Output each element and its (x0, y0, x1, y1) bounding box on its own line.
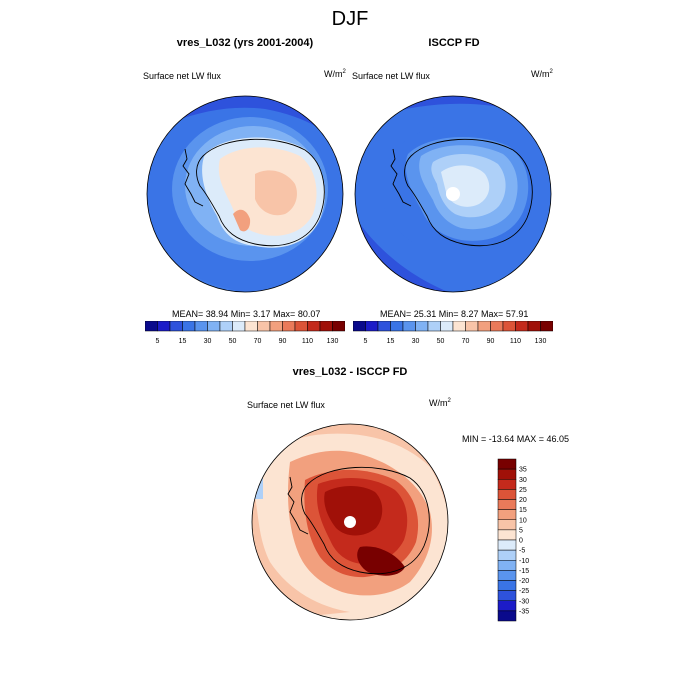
model-colorbar-swatch (157, 321, 171, 332)
obs-colorbar-swatch (415, 321, 429, 332)
model-colorbar-swatch (282, 321, 296, 332)
model-colorbar-tick-label: 130 (327, 338, 339, 345)
obs-colorbar-swatch (515, 321, 529, 332)
model-colorbar-swatch (269, 321, 283, 332)
diff-colorbar-swatch (497, 580, 517, 591)
model-colorbar-tick-label: 30 (204, 338, 212, 345)
obs-variable-label: Surface net LW flux (352, 71, 430, 81)
model-colorbar-tick-label: 15 (179, 338, 187, 345)
main-title: DJF (331, 8, 369, 30)
model-colorbar-swatch (294, 321, 308, 332)
obs-colorbar-tick-label: 130 (535, 338, 547, 345)
model-colorbar-swatch (182, 321, 196, 332)
diff-colorbar-tick-label: -30 (519, 598, 529, 605)
model-polar-map (146, 95, 344, 293)
model-colorbar: 5 15 30 50 70 90 110 130 (145, 321, 345, 345)
diff-colorbar-swatch (497, 519, 517, 531)
diff-panel-title: vres_L032 - ISCCP FD (292, 366, 408, 378)
model-colorbar-tick-label: 90 (279, 338, 287, 345)
obs-colorbar-swatch (365, 321, 379, 332)
diff-colorbar-swatch (497, 479, 517, 490)
diff-colorbar-swatch (497, 529, 517, 541)
model-colorbar-tick-label: 50 (229, 338, 237, 345)
obs-colorbar-tick-label: 110 (510, 338, 521, 345)
model-colorbar-tick-label: 5 (156, 338, 160, 345)
diff-colorbar-swatch (497, 610, 517, 622)
obs-colorbar-swatch (502, 321, 516, 332)
diff-colorbar-tick-label: 30 (519, 477, 527, 484)
diff-colorbar-tick-label: 0 (519, 538, 523, 545)
model-stats: MEAN= 38.94 Min= 3.17 Max= 80.07 (172, 309, 321, 319)
obs-colorbar-tick-label: 70 (462, 338, 470, 345)
diff-colorbar-swatch (497, 590, 517, 601)
diff-colorbar-tick-label: 5 (519, 527, 523, 534)
obs-colorbar-swatch (540, 321, 553, 332)
obs-colorbar-swatch (427, 321, 441, 332)
model-colorbar-swatch (194, 321, 208, 332)
diff-colorbar-swatch (497, 549, 517, 561)
model-panel-title: vres_L032 (yrs 2001-2004) (176, 37, 314, 49)
diff-colorbar-tick-label: -10 (519, 558, 529, 565)
obs-polar-map (354, 95, 552, 293)
obs-colorbar-swatch (465, 321, 479, 332)
obs-colorbar-tick-label: 30 (412, 338, 420, 345)
diff-colorbar-swatch (497, 489, 517, 500)
diff-colorbar-swatch (497, 509, 517, 520)
obs-colorbar-tick-label: 90 (487, 338, 495, 345)
diff-polar-map (251, 423, 449, 621)
obs-colorbar-swatch (440, 321, 454, 332)
diff-colorbar-tick-label: -5 (519, 548, 525, 555)
diff-colorbar-swatch (497, 600, 517, 612)
diff-colorbar-tick-label: 20 (519, 497, 527, 504)
diff-colorbar-tick-label: -20 (519, 578, 529, 585)
obs-colorbar-tick-label: 15 (387, 338, 395, 345)
obs-colorbar-swatch (527, 321, 541, 332)
diff-units-label: W/m2 (429, 398, 451, 408)
model-colorbar-swatch (307, 321, 321, 332)
diff-colorbar-swatch (497, 458, 517, 470)
diff-colorbar-swatch (497, 539, 517, 551)
model-variable-label: Surface net LW flux (143, 71, 221, 81)
obs-colorbar-swatch (477, 321, 491, 332)
diff-colorbar-tick-label: -35 (519, 608, 529, 615)
diff-colorbar: 35 30 25 20 15 10 5 0 -5 -10 -15 -20 -25 -30 -35 (497, 458, 529, 622)
diff-colorbar-swatch (497, 499, 517, 510)
obs-colorbar-swatch (377, 321, 391, 332)
model-colorbar-swatch (232, 321, 246, 332)
obs-colorbar-tick-label: 50 (437, 338, 445, 345)
diff-colorbar-tick-label: 15 (519, 507, 527, 514)
obs-colorbar-swatch (353, 321, 366, 332)
model-colorbar-swatch (244, 321, 258, 332)
model-colorbar-tick-label: 110 (302, 338, 313, 345)
diff-colorbar-tick-label: -15 (519, 568, 529, 575)
model-colorbar-tick-label: 70 (254, 338, 262, 345)
model-units-label: W/m2 (324, 69, 346, 79)
diff-colorbar-swatch (497, 468, 517, 480)
diff-colorbar-swatch (497, 570, 517, 581)
model-colorbar-swatch (169, 321, 183, 332)
diff-stats: MIN = -13.64 MAX = 46.05 (462, 434, 570, 444)
obs-colorbar: 5 15 30 50 70 90 110 130 (353, 321, 553, 345)
diff-colorbar-swatch (497, 560, 517, 571)
obs-colorbar-tick-label: 5 (364, 338, 368, 345)
obs-colorbar-swatch (390, 321, 404, 332)
model-colorbar-swatch (319, 321, 333, 332)
obs-colorbar-swatch (490, 321, 504, 332)
model-colorbar-swatch (332, 321, 345, 332)
diff-variable-label: Surface net LW flux (247, 400, 325, 410)
diff-colorbar-tick-label: 10 (519, 517, 527, 524)
model-colorbar-swatch (257, 321, 271, 332)
obs-stats: MEAN= 25.31 Min= 8.27 Max= 57.91 (380, 309, 529, 319)
model-colorbar-swatch (207, 321, 221, 332)
obs-panel-title: ISCCP FD (428, 37, 480, 49)
diff-colorbar-tick-label: 25 (519, 487, 527, 494)
obs-units-label: W/m2 (531, 69, 553, 79)
diff-colorbar-tick-label: -25 (519, 588, 529, 595)
obs-colorbar-swatch (402, 321, 416, 332)
model-colorbar-swatch (145, 321, 158, 332)
model-colorbar-swatch (219, 321, 233, 332)
obs-colorbar-swatch (452, 321, 466, 332)
diff-colorbar-tick-label: 35 (519, 467, 527, 474)
